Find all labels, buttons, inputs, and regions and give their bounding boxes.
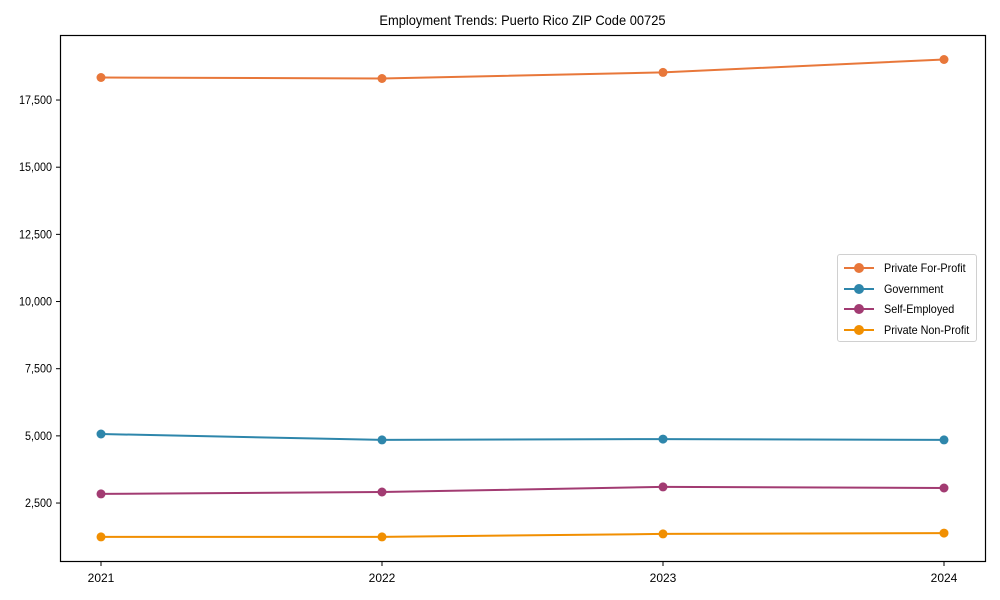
x-tick-label: 2023 bbox=[650, 571, 677, 585]
series-government bbox=[96, 429, 949, 445]
series-line bbox=[100, 433, 945, 441]
data-point bbox=[939, 435, 949, 445]
chart-title: Employment Trends: Puerto Rico ZIP Code … bbox=[379, 12, 666, 28]
legend-marker-icon bbox=[844, 324, 874, 336]
data-point bbox=[377, 435, 387, 445]
y-tick-label: 7,500 bbox=[25, 363, 52, 376]
y-axis: 2,500 5,000 7,500 10,000 12,500 15,000 17,500 bbox=[19, 95, 61, 511]
series-line bbox=[100, 58, 945, 80]
y-tick-label: 12,500 bbox=[19, 229, 52, 242]
series-layer bbox=[96, 55, 949, 542]
y-tick-label: 2,500 bbox=[25, 498, 52, 511]
x-axis: 2021 2022 2023 2024 bbox=[88, 561, 958, 585]
y-tick-label: 17,500 bbox=[19, 95, 52, 108]
y-tick-label: 5,000 bbox=[25, 430, 52, 443]
data-point bbox=[939, 483, 949, 493]
data-point bbox=[377, 487, 387, 497]
data-point bbox=[377, 532, 387, 542]
x-tick-label: 2022 bbox=[369, 571, 396, 585]
series-private-non-profit bbox=[96, 528, 949, 542]
x-tick-label: 2021 bbox=[88, 571, 115, 585]
data-point bbox=[658, 482, 668, 492]
legend-item-self-employed: Self-Employed bbox=[844, 299, 970, 320]
data-point bbox=[658, 67, 668, 77]
legend: Private For-Profit Government Self-Emplo… bbox=[837, 254, 977, 342]
y-tick-label: 10,000 bbox=[19, 296, 52, 309]
series-line bbox=[100, 485, 945, 495]
data-point bbox=[939, 55, 949, 64]
data-point bbox=[939, 528, 949, 538]
data-point bbox=[96, 73, 106, 82]
series-private-for-profit bbox=[96, 55, 949, 83]
legend-marker-icon bbox=[844, 262, 874, 274]
series-line bbox=[101, 532, 945, 538]
series-self-employed bbox=[96, 482, 949, 499]
data-point bbox=[96, 429, 106, 439]
data-point bbox=[658, 529, 668, 539]
legend-item-private-for-profit: Private For-Profit bbox=[844, 258, 970, 279]
x-tick-label: 2024 bbox=[931, 571, 958, 585]
data-point bbox=[377, 74, 387, 83]
data-point bbox=[658, 434, 668, 444]
data-point bbox=[96, 532, 106, 542]
y-tick-label: 15,000 bbox=[19, 162, 52, 175]
legend-marker-icon bbox=[844, 283, 874, 295]
data-point bbox=[96, 489, 106, 499]
legend-marker-icon bbox=[844, 303, 874, 315]
legend-item-private-non-profit: Private Non-Profit bbox=[844, 320, 970, 341]
legend-item-government: Government bbox=[844, 279, 970, 300]
axes-frame bbox=[59, 34, 987, 563]
